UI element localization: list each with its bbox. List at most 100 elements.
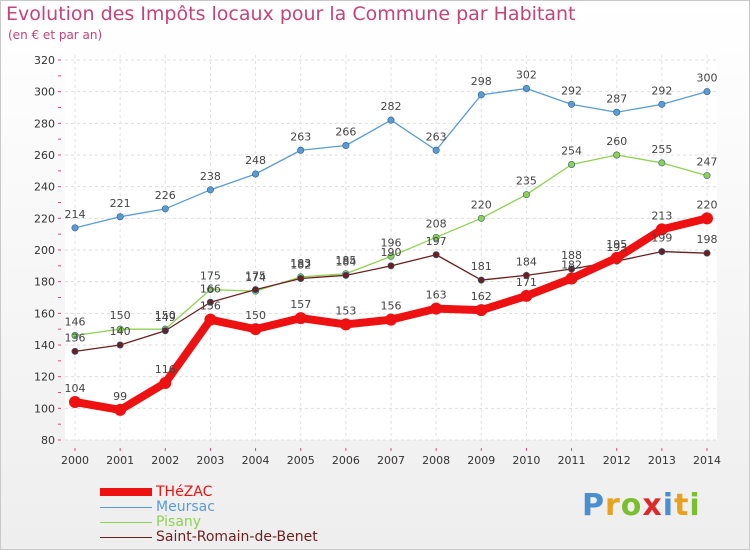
data-point xyxy=(339,318,352,331)
data-point xyxy=(568,265,576,273)
data-label: 226 xyxy=(155,189,176,202)
data-label: 188 xyxy=(561,249,582,262)
logo-letter: o xyxy=(620,488,643,523)
data-label: 238 xyxy=(200,170,221,183)
x-tick-label: 2012 xyxy=(603,454,631,467)
data-label: 182 xyxy=(561,259,582,272)
data-point xyxy=(297,274,305,282)
data-point xyxy=(387,262,395,270)
data-point xyxy=(703,88,711,96)
data-label: 198 xyxy=(697,233,718,246)
data-label: 263 xyxy=(290,130,311,143)
y-tick-label: 160 xyxy=(34,307,55,320)
data-point xyxy=(249,323,262,336)
data-label: 157 xyxy=(290,298,311,311)
data-label: 175 xyxy=(200,270,221,283)
x-tick-label: 2009 xyxy=(467,454,495,467)
data-point xyxy=(159,377,172,389)
y-tick-label: 220 xyxy=(34,212,55,225)
data-label: 184 xyxy=(335,255,356,268)
data-point xyxy=(71,347,79,355)
data-label: 260 xyxy=(606,135,627,148)
data-label: 184 xyxy=(516,255,537,268)
data-label: 248 xyxy=(245,154,266,167)
data-point xyxy=(430,302,443,315)
data-label: 213 xyxy=(651,209,672,222)
data-point xyxy=(116,213,124,221)
y-tick-label: 120 xyxy=(34,371,55,384)
data-point xyxy=(342,271,350,279)
logo-letter: r xyxy=(605,488,621,523)
data-label: 287 xyxy=(606,92,627,105)
data-label: 196 xyxy=(381,236,402,249)
logo-letter: t xyxy=(674,488,690,523)
data-point xyxy=(116,325,124,333)
data-label: 116 xyxy=(155,363,176,376)
data-point xyxy=(116,341,124,349)
data-label: 193 xyxy=(606,241,627,254)
data-point xyxy=(294,312,307,325)
data-label: 197 xyxy=(426,235,447,248)
data-point xyxy=(658,248,666,256)
logo-letter: i xyxy=(689,488,701,523)
legend-swatch-meursac xyxy=(100,507,152,508)
data-point xyxy=(703,249,711,257)
legend-label-thezac: THéZAC xyxy=(156,484,213,500)
data-label: 300 xyxy=(697,72,718,85)
legend-swatch-saint-romain xyxy=(100,537,152,538)
y-tick-label: 80 xyxy=(41,434,55,447)
data-label: 208 xyxy=(426,217,447,230)
data-point xyxy=(522,191,530,199)
legend-swatch-pisany xyxy=(100,522,152,523)
data-label: 292 xyxy=(651,84,672,97)
legend-swatch-thezac xyxy=(100,488,152,496)
y-tick-label: 300 xyxy=(34,86,55,99)
chart-subtitle: (en € et par an) xyxy=(8,28,103,42)
data-label: 221 xyxy=(110,197,131,210)
data-point xyxy=(69,396,81,408)
data-point xyxy=(206,298,214,306)
x-tick-label: 2008 xyxy=(422,454,450,467)
data-label: 104 xyxy=(65,382,86,395)
data-point xyxy=(252,286,260,294)
data-point xyxy=(565,272,578,285)
data-label: 140 xyxy=(110,325,131,338)
y-tick-label: 180 xyxy=(34,276,55,289)
data-label: 185 xyxy=(335,254,356,267)
data-point xyxy=(432,251,440,259)
logo-letter: P xyxy=(582,488,605,523)
x-tick-label: 2013 xyxy=(648,454,676,467)
data-label: 255 xyxy=(651,143,672,156)
data-point xyxy=(432,146,440,154)
data-label: 99 xyxy=(113,390,127,403)
data-point xyxy=(387,252,395,260)
data-point xyxy=(610,251,623,264)
data-label: 195 xyxy=(606,238,627,251)
data-point xyxy=(655,223,668,236)
logo-letter: x xyxy=(642,488,663,523)
legend-label-saint-romain: Saint-Romain-de-Benet xyxy=(156,529,318,545)
data-point xyxy=(613,108,621,116)
data-label: 292 xyxy=(561,84,582,97)
logo-letter: i xyxy=(662,488,675,523)
data-label: 220 xyxy=(471,198,492,211)
data-label: 254 xyxy=(561,145,582,158)
data-label: 149 xyxy=(155,311,176,324)
data-label: 156 xyxy=(200,300,221,313)
data-point xyxy=(71,331,79,339)
data-label: 214 xyxy=(65,208,86,221)
data-point xyxy=(477,91,485,99)
data-label: 136 xyxy=(65,331,86,344)
data-point xyxy=(161,205,169,213)
legend-label-pisany: Pisany xyxy=(156,514,202,530)
data-label: 263 xyxy=(426,130,447,143)
data-label: 298 xyxy=(471,75,492,88)
data-point xyxy=(658,100,666,108)
data-label: 199 xyxy=(651,232,672,245)
data-label: 247 xyxy=(697,156,718,169)
data-label: 282 xyxy=(381,100,402,113)
y-tick-label: 260 xyxy=(34,149,55,162)
legend-label-meursac: Meursac xyxy=(156,499,215,515)
data-point xyxy=(385,313,397,326)
